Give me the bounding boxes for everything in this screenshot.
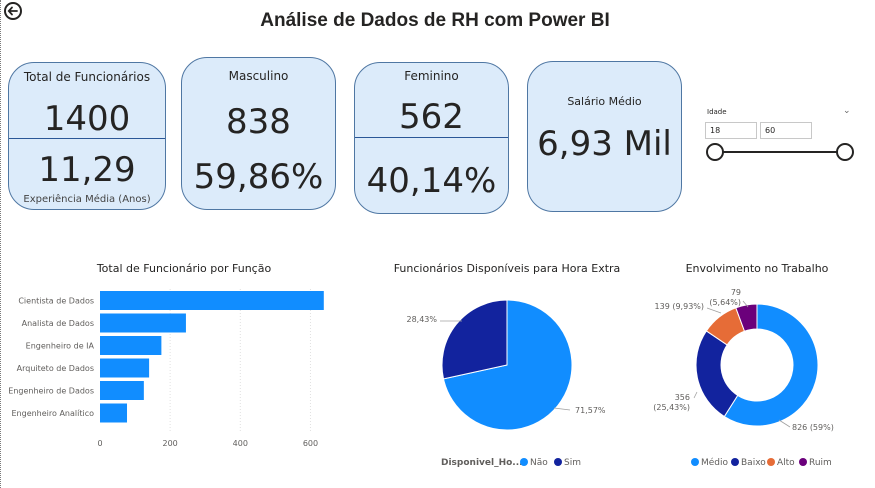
chevron-down-icon[interactable]: ⌄: [843, 106, 851, 116]
donut-slice-baixo[interactable]: [695, 330, 739, 418]
card-experiencia-value: 11,29: [38, 150, 136, 190]
donut-data-label: (5,64%): [709, 298, 741, 307]
legend-marker-alto: [767, 458, 775, 466]
donut-slice-medio[interactable]: [723, 303, 819, 427]
card-masculino-percent: 59,86%: [193, 157, 324, 197]
slicer-idade-min-handle[interactable]: [706, 143, 724, 161]
pie-legend-label: Sim: [564, 458, 581, 468]
pie-data-label: 71,57%: [575, 406, 606, 415]
donut-legend-label: Ruim: [809, 458, 832, 468]
card-masculino-label: Masculino: [228, 69, 289, 83]
card-feminino-divider: [355, 137, 508, 138]
slicer-idade-min-input[interactable]: 18: [705, 122, 757, 139]
card-salario-medio: Salário Médio 6,93 Mil: [527, 61, 682, 212]
legend-marker-nao: [520, 458, 528, 466]
donut-data-label: 79: [731, 288, 741, 297]
card-total-funcionarios: Total de Funcionários 1400 11,29 Experiê…: [8, 62, 166, 210]
card-salario-label: Salário Médio: [567, 95, 642, 108]
card-feminino: Feminino 562 40,14%: [354, 62, 509, 214]
donut-leader-line: [742, 300, 749, 308]
donut-legend-label: Médio: [701, 457, 729, 468]
donut-leader-line: [706, 307, 722, 314]
donut-data-label: 356: [675, 393, 690, 402]
pie-slice-nao[interactable]: [442, 299, 573, 431]
donut-data-label: (25,43%): [653, 403, 690, 412]
card-masculino-value: 838: [226, 102, 291, 142]
bar-chart-title: Total de Funcionário por Função: [96, 262, 272, 275]
bar-analista-de-dados[interactable]: [100, 313, 186, 333]
donut-data-label: 826 (59%): [792, 423, 834, 432]
donut-leader-line: [778, 419, 791, 428]
bar-engenheiro-de-ia[interactable]: [100, 336, 162, 355]
card-masculino: Masculino 838 59,86%: [181, 57, 336, 210]
slicer-idade-max-input[interactable]: 60: [760, 122, 812, 139]
slicer-idade-max-handle[interactable]: [836, 143, 854, 161]
bar-category-label: Analista de Dados: [22, 319, 94, 328]
card-salario-value: 6,93 Mil: [537, 124, 672, 164]
arrow-left-icon: [7, 6, 18, 16]
legend-marker-baixo: [731, 458, 739, 466]
bar-category-label: Engenheiro Analítico: [11, 409, 94, 418]
pie-slice-sim[interactable]: [441, 299, 508, 380]
donut-chart-title: Envolvimento no Trabalho: [686, 262, 829, 275]
donut-data-label: 139 (9,93%): [655, 302, 704, 311]
donut-chart: 826 (59%) 356(25,43%) 139 (9,93%) 79(5,64%)…: [653, 288, 834, 468]
bar-category-label: Engenheiro de Dados: [8, 387, 94, 396]
bar-x-tick-label: 600: [303, 439, 318, 448]
bar-arquiteto-de-dados[interactable]: [100, 358, 150, 378]
legend-marker-medio: [691, 458, 699, 466]
card-feminino-percent: 40,14%: [366, 161, 497, 201]
bar-chart: 0 200 400 600 Cientista de Dados Analista de …: [8, 289, 324, 448]
pie-legend-title: Disponivel_Ho...: [441, 458, 523, 468]
donut-legend-label: Baixo: [741, 458, 766, 468]
page-title: Análise de Dados de RH com Power BI: [260, 10, 610, 31]
pie-chart-title: Funcionários Disponíveis para Hora Extra: [394, 262, 621, 275]
bar-category-label: Cientista de Dados: [18, 297, 94, 306]
pie-data-label: 28,43%: [406, 315, 437, 324]
card-total-label: Total de Funcionários: [23, 70, 151, 84]
legend-marker-sim: [554, 458, 562, 466]
pie-legend-label: Não: [530, 458, 548, 468]
bar-category-label: Engenheiro de IA: [26, 342, 95, 351]
bar-engenheiro-de-dados[interactable]: [100, 381, 144, 400]
bar-engenheiro-analitico[interactable]: [100, 403, 128, 423]
bar-category-label: Arquiteto de Dados: [17, 364, 94, 373]
card-experiencia-label: Experiência Média (Anos): [23, 194, 151, 205]
pie-chart: 71,57% 28,43% Não Sim: [406, 299, 606, 468]
pie-leader-line: [553, 407, 571, 411]
card-feminino-value: 562: [399, 97, 464, 137]
bar-cientista-de-dados[interactable]: [100, 291, 324, 310]
canvas-left-edge: [0, 0, 2, 488]
card-total-divider: [9, 138, 165, 139]
bar-x-tick-label: 0: [97, 439, 102, 448]
donut-leader-line: [693, 391, 698, 399]
slicer-idade-title: Idade: [707, 108, 727, 116]
bar-x-tick-label: 400: [233, 439, 248, 448]
legend-marker-ruim: [799, 458, 807, 466]
donut-legend-label: Alto: [777, 458, 795, 468]
card-feminino-label: Feminino: [404, 69, 459, 83]
back-button[interactable]: [4, 2, 22, 20]
bar-x-tick-label: 200: [163, 439, 178, 448]
donut-slice-ruim[interactable]: [735, 303, 758, 332]
card-total-value: 1400: [43, 99, 131, 139]
slicer-idade-track[interactable]: [715, 151, 845, 153]
